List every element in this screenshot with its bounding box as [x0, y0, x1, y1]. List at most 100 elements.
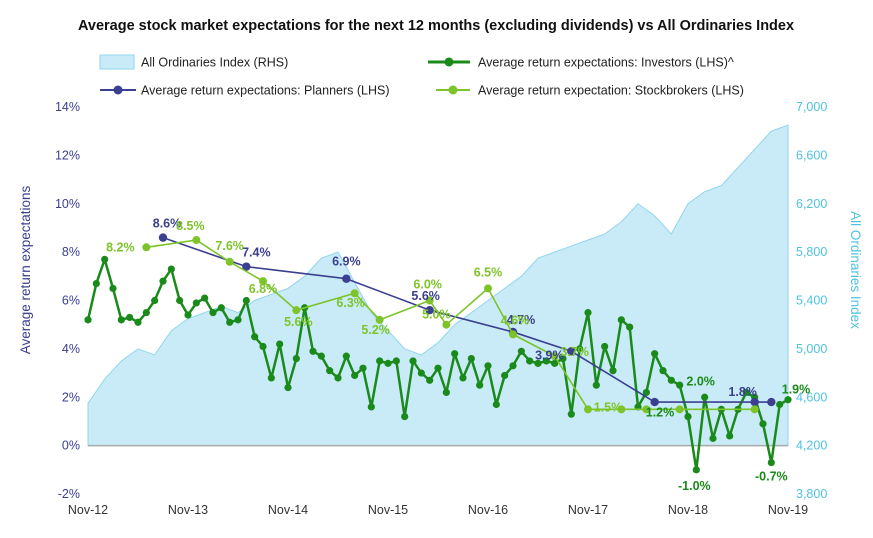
legend-item-index: All Ordinaries Index (RHS): [99, 54, 288, 70]
series-investors-point: [101, 255, 109, 263]
series-investors-point: [726, 432, 734, 440]
series-investors-point: [784, 396, 792, 404]
y-tick-left-label: 8%: [62, 245, 80, 259]
planners-data-label: 5.6%: [411, 289, 440, 303]
series-investors-point: [476, 381, 484, 389]
y-tick-left-label: -2%: [58, 487, 80, 501]
series-planners-point: [425, 305, 434, 315]
x-tick-label: Nov-12: [68, 503, 108, 517]
series-stockbrokers-point: [617, 405, 626, 414]
series-stockbrokers-point: [192, 236, 201, 245]
series-investors-point: [201, 294, 209, 302]
series-investors-point: [276, 340, 284, 348]
series-investors-point: [284, 383, 292, 392]
y-axis-left-title: Average return expectations: [18, 185, 33, 354]
stockbrokers-data-label: 8.2%: [106, 240, 135, 254]
y-tick-right-label: 4,600: [796, 390, 827, 404]
series-investors-point: [334, 374, 342, 382]
series-planners-point: [750, 397, 759, 407]
legend-label-planners: Average return expectations: Planners (L…: [141, 84, 390, 98]
x-tick-label: Nov-14: [268, 503, 308, 517]
series-investors-point: [759, 420, 767, 428]
series-planners-point: [158, 233, 168, 242]
series-investors-point: [84, 316, 92, 324]
legend-item-investors: Average return expectations: Investors (…: [428, 56, 734, 70]
series-stockbrokers-point: [442, 320, 451, 329]
series-investors-point: [492, 400, 500, 409]
series-investors-point: [651, 350, 659, 358]
series-stockbrokers-point: [484, 284, 492, 293]
series-stockbrokers-point: [350, 289, 359, 298]
series-investors-point: [159, 277, 167, 285]
plot-area: -2% 0% 2% 4% 6% 8% 10% 12% 14% 3,800 4,200 4,600 5,0…: [55, 100, 827, 517]
y-tick-right-label: 3,800: [796, 487, 827, 501]
series-stockbrokers-point: [259, 277, 267, 286]
y-tick-right-label: 4,200: [796, 439, 827, 453]
series-investors-point: [442, 388, 450, 397]
series-stockbrokers-point: [142, 243, 151, 252]
y-tick-right-label: 5,800: [796, 245, 827, 259]
series-investors-point: [176, 296, 184, 305]
series-investors-point: [642, 388, 650, 397]
series-stockbrokers-point: [225, 257, 234, 266]
series-investors-point: [742, 388, 750, 397]
series-investors-point: [384, 359, 392, 367]
series-investors-point: [467, 354, 475, 363]
series-investors-point: [584, 308, 592, 317]
planners-data-label: 1.8%: [728, 385, 757, 399]
legend-item-stockbrokers: Average return expectation: Stockbrokers…: [436, 84, 744, 98]
series-investors-point: [259, 342, 267, 351]
series-investors-point: [709, 434, 717, 442]
series-investors-point: [517, 347, 525, 355]
legend-swatch-index: [99, 54, 135, 70]
series-investors-point: [126, 313, 134, 322]
series-investors-point: [326, 367, 334, 375]
series-investors-point: [576, 345, 584, 353]
y-tick-left-label: 0%: [62, 439, 80, 453]
y-tick-right-label: 6,200: [796, 197, 827, 211]
series-investors-point: [209, 308, 217, 317]
y-tick-left-label: 12%: [55, 148, 80, 162]
y-tick-right-label: 6,600: [796, 148, 827, 162]
series-investors-point: [559, 354, 567, 363]
series-investors-point: [667, 376, 675, 384]
investors-data-label: 1.9%: [782, 383, 811, 397]
y-tick-right-label: 5,400: [796, 294, 827, 308]
stockbrokers-data-label: 6.3%: [336, 296, 365, 310]
investors-data-label: -1.0%: [678, 479, 711, 493]
series-investors-point: [501, 371, 509, 380]
legend: All Ordinaries Index (RHS) Average retur…: [99, 54, 744, 98]
y-axis-right-title: All Ordinaries Index: [848, 211, 863, 329]
series-investors-point: [684, 413, 692, 421]
series-investors-point: [151, 296, 159, 305]
y-tick-right-label: 5,000: [796, 342, 827, 356]
y-tick-left-label: 6%: [62, 294, 80, 308]
series-investors-point: [184, 311, 192, 319]
series-investors-point: [551, 359, 559, 367]
x-tick-label: Nov-18: [668, 503, 708, 517]
series-investors-point: [392, 357, 400, 365]
series-stockbrokers-point: [375, 315, 384, 324]
series-planners-point: [342, 274, 351, 283]
series-planners-point: [567, 347, 576, 356]
series-planners-point: [242, 262, 251, 271]
planners-data-label: 3.9%: [535, 348, 564, 362]
series-investors-point: [217, 304, 225, 312]
x-tick-label: Nov-19: [768, 503, 808, 517]
stockbrokers-data-label: 3.7%: [560, 345, 589, 359]
series-stockbrokers-point: [584, 405, 592, 414]
series-investors-point: [426, 376, 434, 384]
series-investors-point: [692, 466, 700, 474]
series-investors-point: [401, 413, 409, 421]
series-investors-point: [451, 350, 459, 358]
series-investors-point: [167, 265, 175, 273]
y-tick-left-label: 10%: [55, 197, 80, 211]
series-investors-point: [417, 369, 425, 377]
series-investors-point: [701, 393, 709, 401]
legend-label-stockbrokers: Average return expectation: Stockbrokers…: [478, 84, 744, 98]
y-tick-left-label: 2%: [62, 390, 80, 404]
series-investors-point: [376, 357, 384, 365]
series-investors-point: [309, 347, 317, 355]
series-investors-point: [459, 374, 467, 382]
